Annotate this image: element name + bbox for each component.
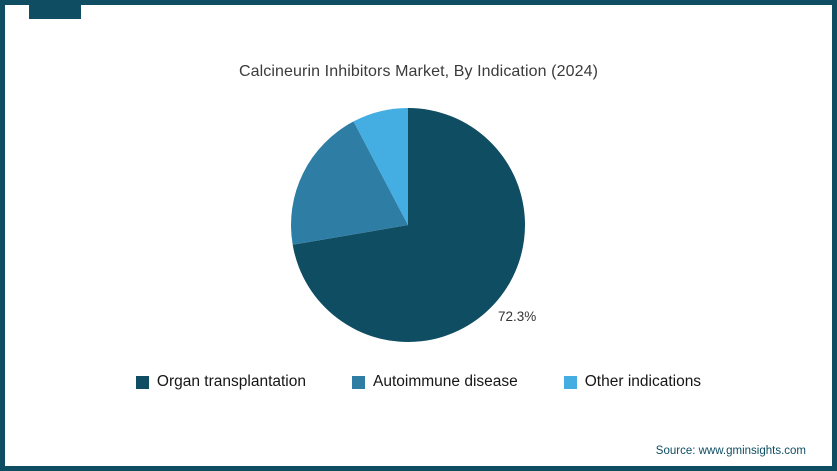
- pie-slice-0: [292, 108, 526, 342]
- brand-tab: [29, 5, 81, 19]
- pie-data-label: 72.3%: [498, 309, 536, 324]
- legend-item-other-indications: Other indications: [563, 373, 702, 391]
- legend-label-autoimmune-disease: Autoimmune disease: [373, 373, 518, 390]
- legend-item-autoimmune-disease: Autoimmune disease: [352, 373, 518, 391]
- source-note: Source: www.gminsights.com: [655, 445, 806, 457]
- pie-slice-1: [291, 121, 408, 245]
- chart-title: Calcineurin Inhibitors Market, By Indica…: [238, 63, 599, 80]
- pie-chart: 72.3%: [291, 108, 536, 342]
- legend-swatch-autoimmune-disease: [352, 375, 365, 389]
- legend-label-other-indications: Other indications: [584, 373, 702, 390]
- pie-slice-2: [353, 108, 408, 225]
- legend: Organ transplantation Autoimmune disease…: [5, 373, 832, 391]
- legend-swatch-other-indications: [563, 375, 577, 389]
- legend-swatch-organ-transplantation: [135, 375, 149, 389]
- legend-label-organ-transplantation: Organ transplantation: [156, 373, 306, 390]
- legend-item-organ-transplantation: Organ transplantation: [135, 373, 306, 391]
